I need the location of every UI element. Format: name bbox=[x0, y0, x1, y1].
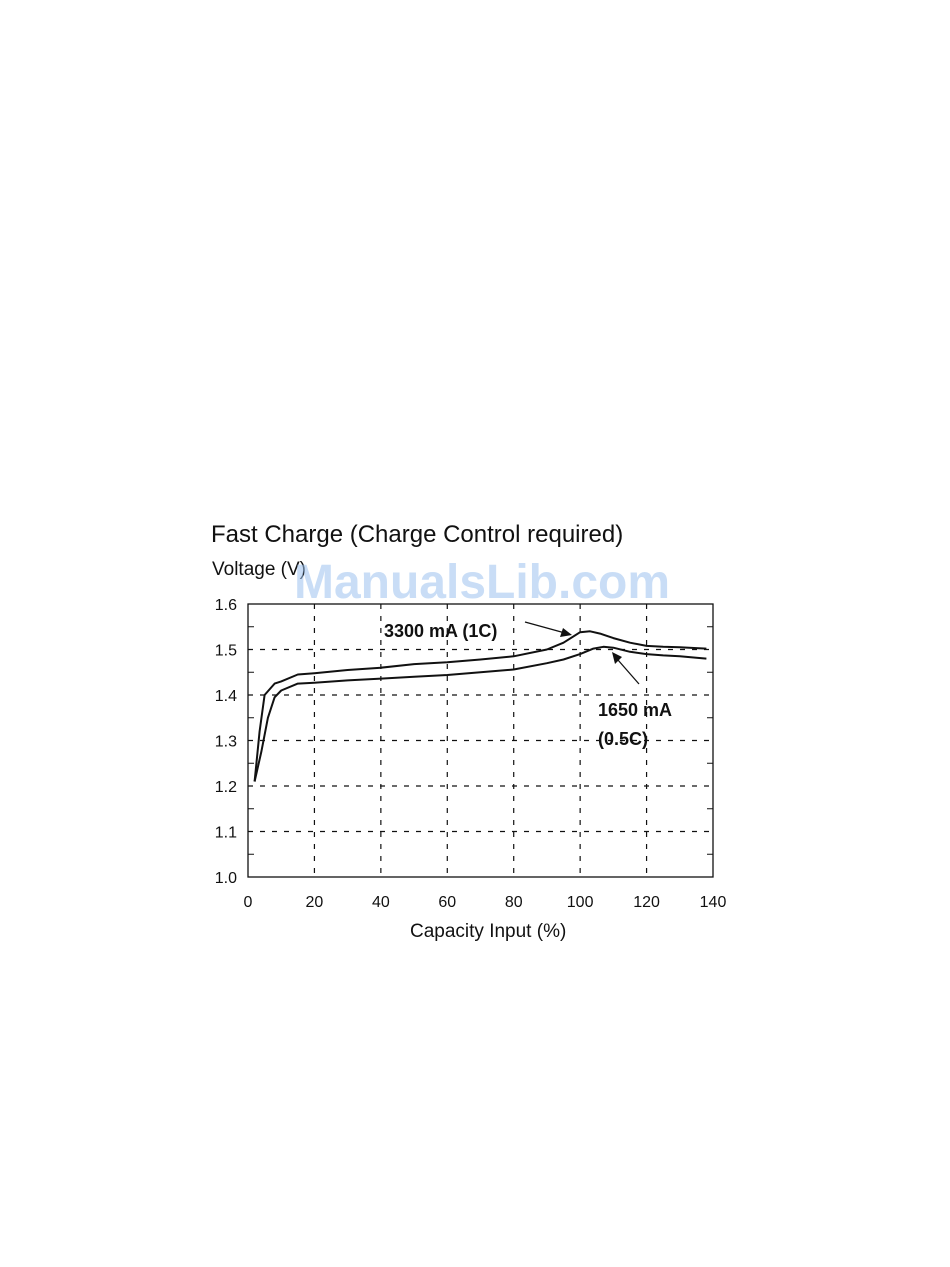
series-line-1 bbox=[253, 645, 707, 782]
annotation-1650ma-arrow bbox=[617, 659, 640, 685]
plot-area-frame bbox=[247, 603, 714, 878]
y-tick-label-6: 1.6 bbox=[215, 597, 237, 614]
x-tick-labels: 0 20 40 60 80 100 120 140 bbox=[244, 894, 727, 911]
y-tick-label-3: 1.3 bbox=[215, 734, 237, 751]
annotation-3300ma-arrowhead bbox=[560, 628, 572, 637]
x-tick-label-5: 100 bbox=[567, 894, 594, 911]
minor-ticks bbox=[248, 626, 713, 855]
annotation-3300ma: 3300 mA (1C) bbox=[384, 621, 497, 641]
annotation-1650ma: 1650 mA bbox=[598, 700, 672, 720]
y-axis-label: Voltage (V) bbox=[212, 559, 306, 580]
series-line-0 bbox=[253, 630, 707, 782]
x-tick-label-7: 140 bbox=[700, 894, 727, 911]
x-axis-label: Capacity Input (%) bbox=[410, 921, 566, 942]
y-tick-label-5: 1.5 bbox=[215, 643, 237, 660]
x-tick-label-4: 80 bbox=[505, 894, 523, 911]
annotation-05c: (0.5C) bbox=[598, 729, 648, 749]
watermark: ManualsLib.com bbox=[294, 556, 670, 609]
annotation-1650ma-arrowhead bbox=[612, 652, 622, 664]
chart-title: Fast Charge (Charge Control required) bbox=[211, 521, 623, 548]
annotation-3300ma-arrow bbox=[524, 621, 566, 634]
series-group bbox=[253, 630, 707, 782]
y-tick-label-2: 1.2 bbox=[215, 779, 237, 796]
y-tick-labels: 1.0 1.1 1.2 1.3 1.4 1.5 1.6 bbox=[215, 597, 237, 887]
x-tick-label-1: 20 bbox=[306, 894, 324, 911]
y-tick-label-1: 1.1 bbox=[215, 825, 237, 842]
x-tick-label-2: 40 bbox=[372, 894, 390, 911]
x-tick-label-3: 60 bbox=[438, 894, 456, 911]
x-tick-label-0: 0 bbox=[244, 894, 253, 911]
grid bbox=[248, 604, 713, 877]
x-tick-label-6: 120 bbox=[633, 894, 660, 911]
y-tick-label-4: 1.4 bbox=[215, 688, 237, 705]
y-tick-label-0: 1.0 bbox=[215, 870, 237, 887]
